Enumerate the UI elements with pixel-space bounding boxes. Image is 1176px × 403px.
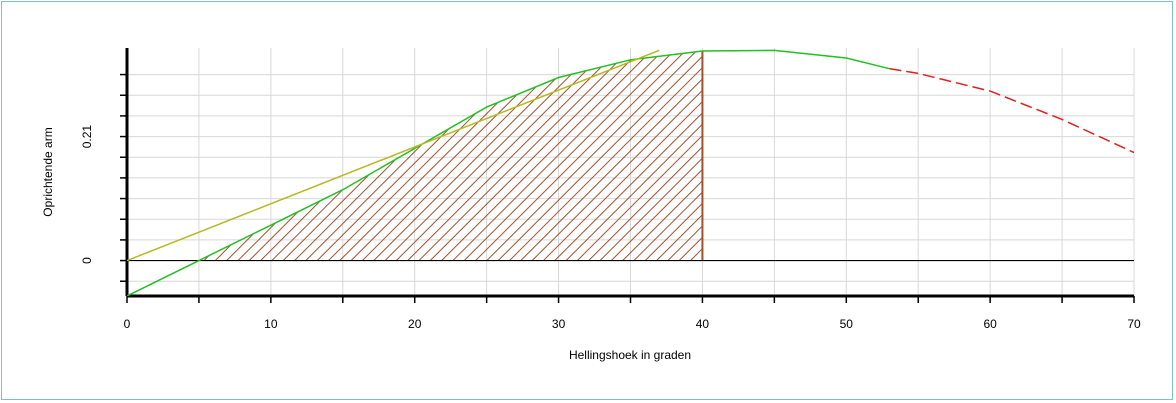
x-tick-label: 40 <box>696 317 710 331</box>
tick-labels: 0 10 20 30 40 50 60 70 0 0.21 <box>80 125 1141 331</box>
x-tick-label: 70 <box>1127 317 1141 331</box>
series-line <box>127 49 660 262</box>
y-axis-label: Oprichtende arm <box>41 127 55 216</box>
x-axis-label: Hellingshoek in graden <box>569 348 691 362</box>
series-line <box>889 67 1134 154</box>
series-line <box>127 49 890 296</box>
hatched-area-fill <box>198 50 703 261</box>
y-tick-label: 0.21 <box>80 125 94 149</box>
x-tick-label: 60 <box>983 317 997 331</box>
x-tick-label: 30 <box>552 317 566 331</box>
hatched-area <box>198 50 704 261</box>
x-tick-label: 50 <box>840 317 854 331</box>
axes <box>120 48 1135 303</box>
x-tick-label: 20 <box>408 317 422 331</box>
x-tick-label: 10 <box>264 317 278 331</box>
y-tick-label: 0 <box>80 257 94 264</box>
series-lines <box>127 49 1134 296</box>
x-tick-label: 0 <box>124 317 131 331</box>
